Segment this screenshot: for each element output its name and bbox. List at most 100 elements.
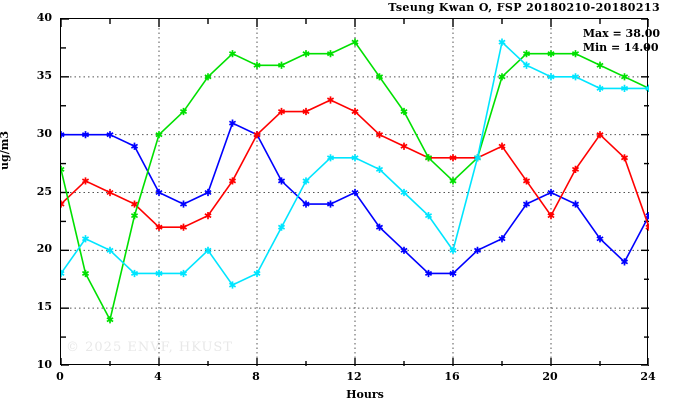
data-point xyxy=(449,177,457,185)
data-point xyxy=(302,177,310,185)
data-point xyxy=(302,200,310,208)
data-point xyxy=(596,61,604,69)
data-point xyxy=(424,212,433,220)
data-point xyxy=(498,73,506,81)
data-point xyxy=(620,84,629,92)
data-point xyxy=(498,235,506,243)
data-point xyxy=(81,235,90,243)
data-point xyxy=(522,177,531,185)
data-point xyxy=(106,131,114,139)
data-point xyxy=(645,212,649,220)
data-point xyxy=(351,188,359,197)
y-tick-label: 30 xyxy=(36,126,52,140)
data-point xyxy=(204,73,212,81)
data-point xyxy=(547,212,555,220)
y-tick-label: 25 xyxy=(36,184,52,198)
data-point xyxy=(204,246,212,254)
min-label: Min = 14.00 xyxy=(582,41,659,54)
data-point xyxy=(645,84,649,92)
data-point xyxy=(596,235,604,243)
data-point xyxy=(571,165,580,173)
data-point xyxy=(522,50,531,58)
data-point xyxy=(302,50,310,58)
y-tick-label: 35 xyxy=(36,68,52,82)
data-point xyxy=(155,269,163,278)
data-point xyxy=(81,177,90,185)
data-point xyxy=(106,316,114,324)
series-cyan xyxy=(61,38,649,289)
data-point xyxy=(620,258,629,266)
data-point xyxy=(498,38,506,46)
data-point xyxy=(473,246,482,254)
data-point xyxy=(449,269,457,278)
data-point xyxy=(253,61,261,69)
y-tick-label: 20 xyxy=(36,242,52,256)
data-point xyxy=(179,200,188,208)
plot-area xyxy=(60,18,649,366)
data-point xyxy=(61,165,65,173)
data-point xyxy=(179,107,188,116)
y-tick-label: 40 xyxy=(36,11,52,24)
data-point xyxy=(375,131,384,139)
data-point xyxy=(400,188,408,197)
data-point xyxy=(106,246,114,254)
data-point xyxy=(400,107,408,116)
max-label: Max = 38.00 xyxy=(582,27,660,40)
data-point xyxy=(449,154,457,162)
data-point xyxy=(449,246,457,254)
data-point xyxy=(61,269,65,278)
data-point xyxy=(155,188,163,197)
stats-annotation: Max = 38.00 Min = 14.00 xyxy=(583,27,660,55)
data-point xyxy=(130,212,139,220)
data-point xyxy=(400,142,408,150)
data-point xyxy=(277,61,286,69)
data-point xyxy=(351,107,359,116)
data-point xyxy=(253,131,261,139)
data-point xyxy=(375,223,384,231)
data-point xyxy=(547,188,555,197)
series-red xyxy=(61,96,649,231)
data-point xyxy=(179,223,188,231)
x-tick-label: 20 xyxy=(542,370,558,383)
data-point xyxy=(179,269,188,278)
data-point xyxy=(204,212,212,220)
data-point xyxy=(571,50,580,58)
data-point xyxy=(400,246,408,254)
x-tick-label: 4 xyxy=(154,370,162,383)
data-point xyxy=(130,200,139,208)
data-point xyxy=(155,223,163,231)
y-tick-label: 15 xyxy=(36,300,52,314)
x-tick-label: 8 xyxy=(252,370,260,383)
data-point xyxy=(547,73,555,81)
x-tick-label: 0 xyxy=(56,370,64,383)
data-point xyxy=(547,50,555,58)
data-point xyxy=(326,96,335,104)
data-point xyxy=(498,142,506,150)
data-point xyxy=(326,154,335,162)
data-point xyxy=(130,269,139,278)
data-point xyxy=(326,50,335,58)
x-tick-label: 16 xyxy=(444,370,460,383)
data-point xyxy=(620,73,629,81)
data-point xyxy=(351,154,359,162)
data-point xyxy=(61,131,65,139)
data-point xyxy=(326,200,335,208)
x-tick-label: 12 xyxy=(346,370,362,383)
data-point xyxy=(204,188,212,197)
data-point xyxy=(596,84,604,92)
data-point xyxy=(277,177,286,185)
data-point xyxy=(155,131,163,139)
data-point xyxy=(277,223,286,231)
y-tick-label: 10 xyxy=(36,358,52,371)
data-point xyxy=(620,154,629,162)
data-point xyxy=(61,200,65,208)
data-point xyxy=(228,177,237,185)
data-point xyxy=(130,142,139,150)
data-point xyxy=(253,269,261,278)
data-point xyxy=(571,200,580,208)
data-point xyxy=(522,200,531,208)
data-point xyxy=(277,107,286,116)
data-point xyxy=(351,38,359,46)
data-point xyxy=(81,131,90,139)
